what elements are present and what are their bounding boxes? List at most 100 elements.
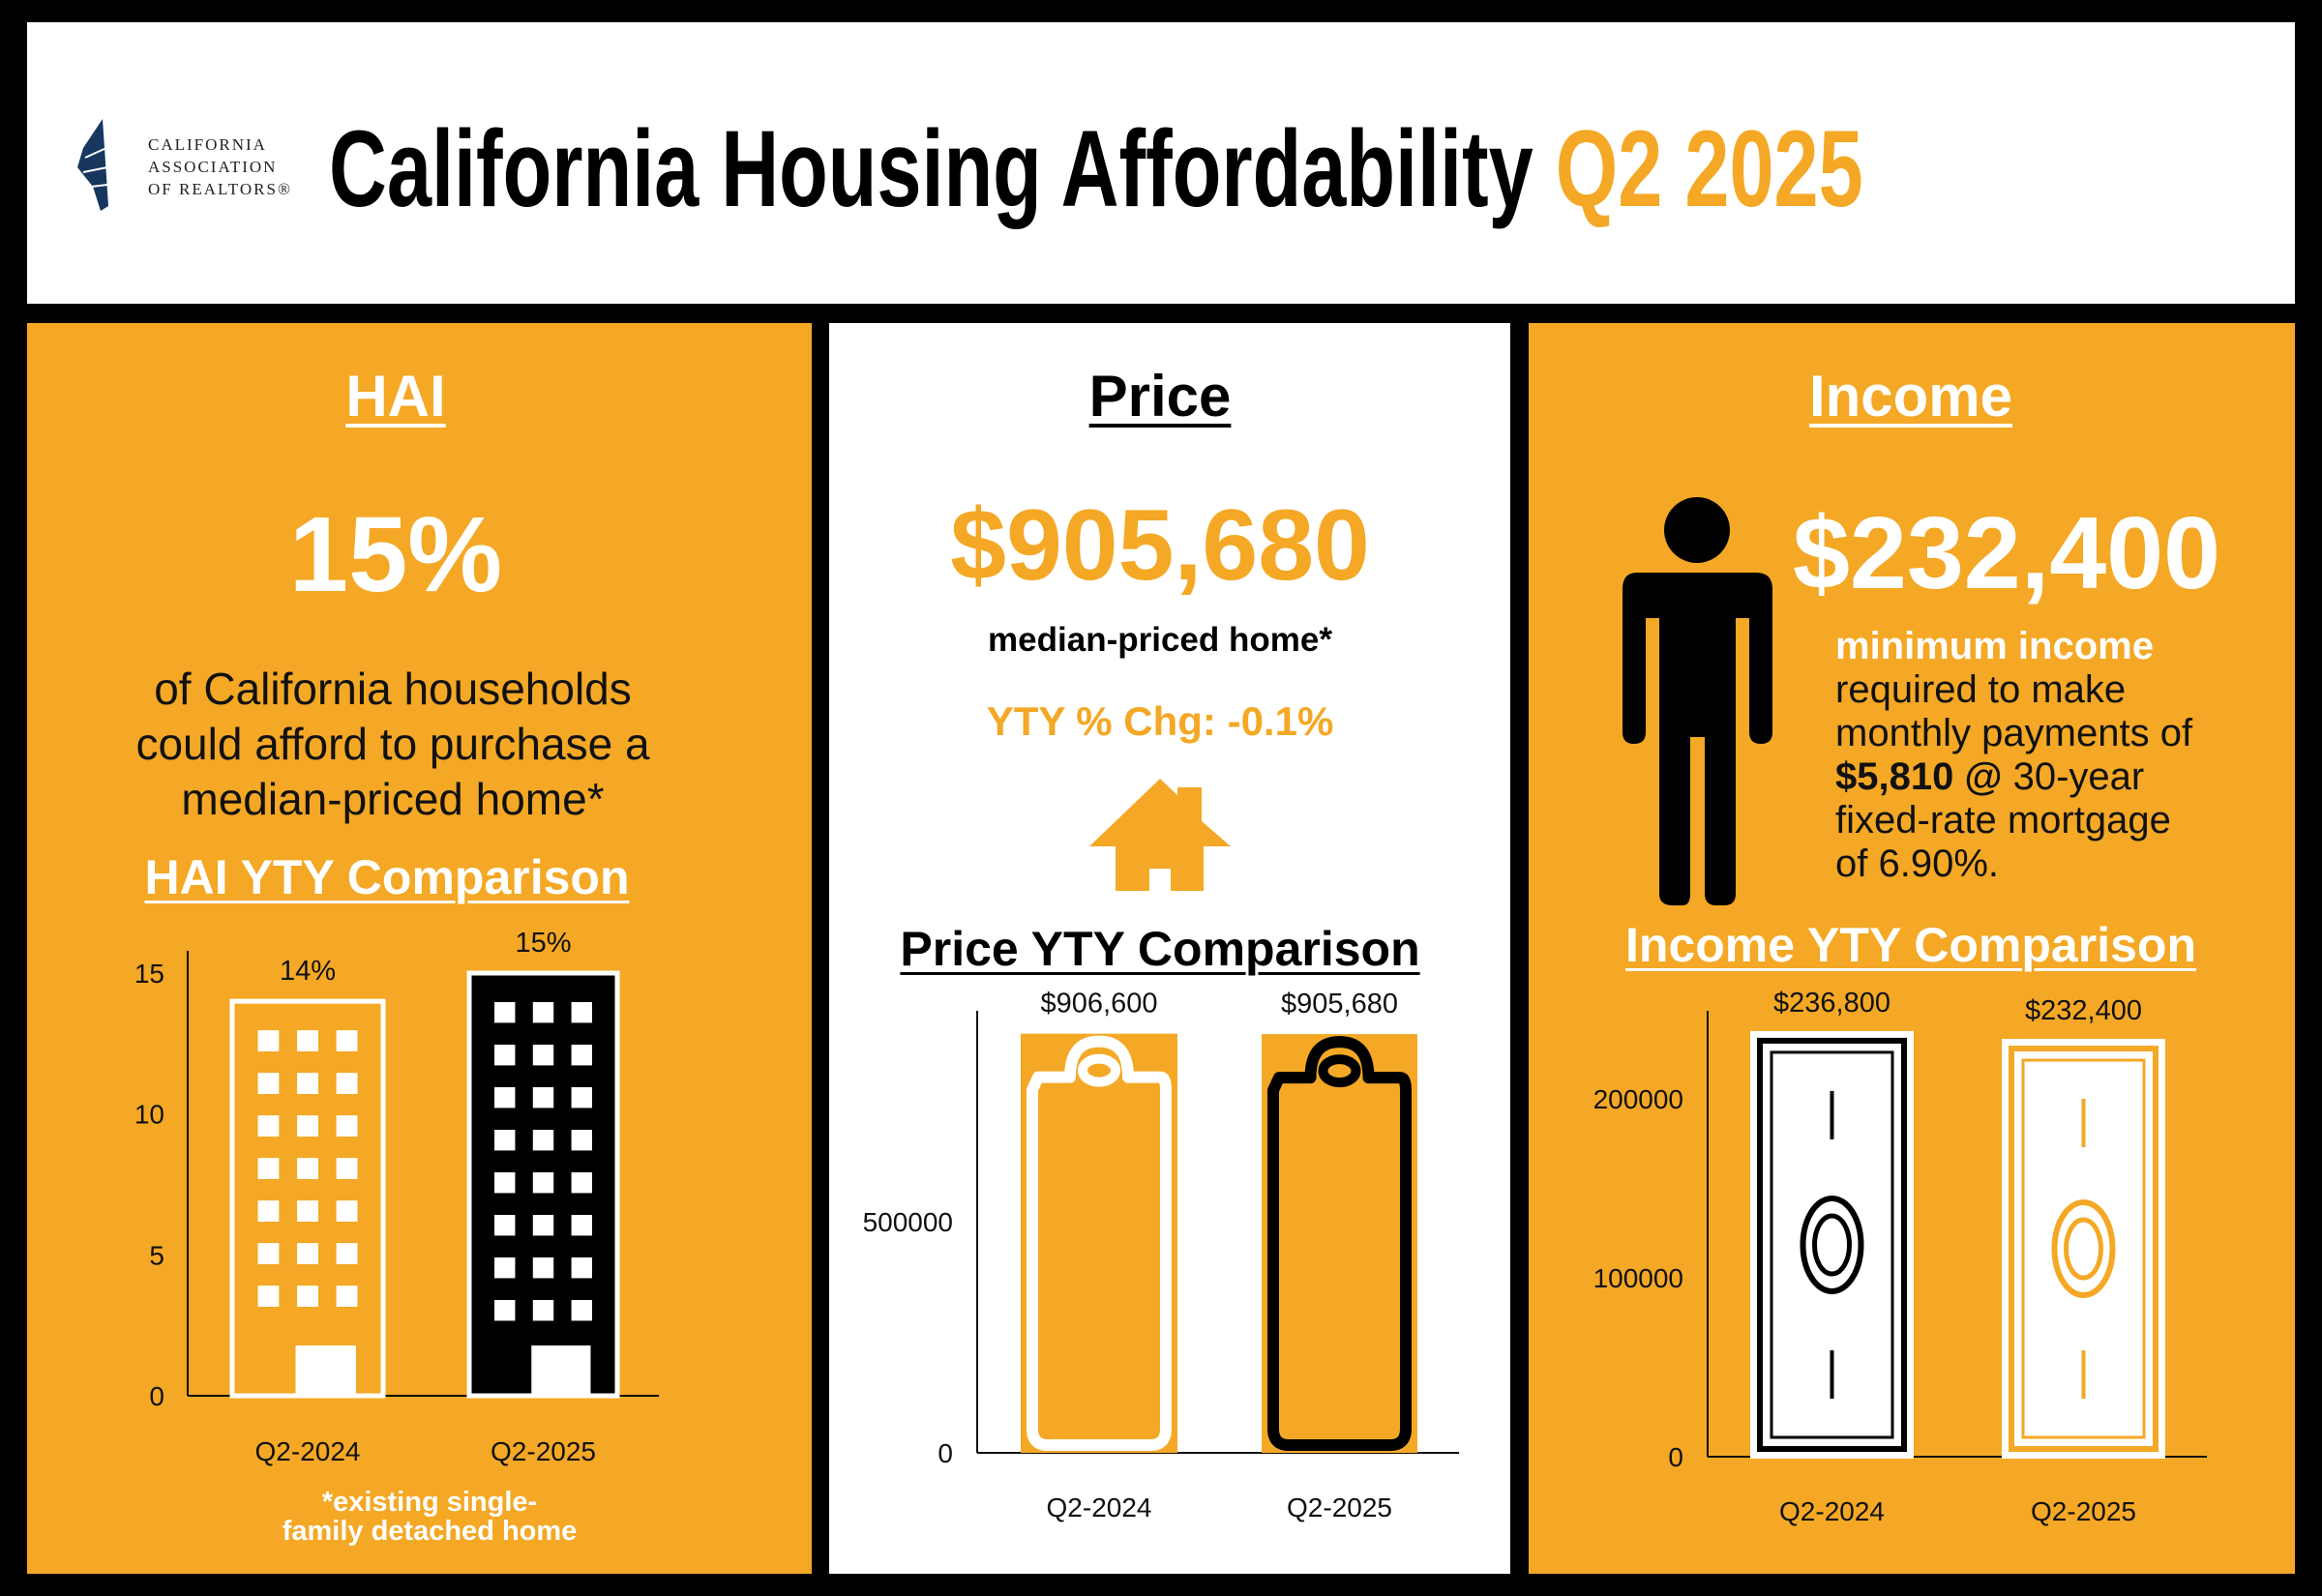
bar-fill: [1262, 1034, 1417, 1453]
window: [494, 1215, 516, 1236]
price-yty-change: YTY % Chg: -0.1%: [986, 698, 1334, 744]
hai-panel: [27, 323, 812, 1574]
y-tick-label: 5: [149, 1240, 164, 1270]
income-desc-line: monthly payments of: [1835, 712, 2193, 754]
category-label: Q2-2025: [1287, 1493, 1392, 1522]
category-label: Q2-2025: [491, 1436, 596, 1466]
y-tick-label: 100000: [1593, 1263, 1683, 1293]
y-tick-label: 0: [149, 1381, 164, 1411]
bill-seal-inner: [1812, 1213, 1852, 1277]
building-bar: [229, 998, 386, 1399]
income-desc-highlight: minimum income: [1835, 625, 2154, 667]
bill-seal: [2051, 1199, 2116, 1299]
window: [297, 1073, 318, 1094]
bar-Q2-2025: [1262, 1034, 1417, 1453]
price-heading: Price: [1088, 364, 1232, 429]
y-tick-label: 500000: [863, 1207, 953, 1237]
logo-line: OF REALTORS®: [148, 180, 292, 198]
door: [295, 1345, 356, 1394]
price-tag-icon: [1027, 1035, 1172, 1451]
window: [494, 1045, 516, 1066]
data-label: $905,680: [1281, 989, 1398, 1020]
footnote-line: family detached home: [282, 1516, 578, 1547]
category-label: Q2-2024: [255, 1436, 361, 1466]
window: [257, 1243, 280, 1264]
window: [532, 1172, 554, 1194]
person-icon: [1622, 497, 1772, 905]
income-description: minimum income required to make monthly …: [1835, 625, 2192, 886]
data-label: $232,400: [2025, 995, 2142, 1026]
category-label: Q2-2024: [1779, 1496, 1885, 1526]
window: [257, 1030, 280, 1051]
title-period: Q2 2025: [1555, 108, 1863, 229]
hai-heading: HAI: [345, 364, 446, 429]
y-tick-label: 0: [938, 1438, 953, 1468]
window: [571, 1130, 592, 1151]
tag-hole: [1078, 1053, 1120, 1087]
window: [494, 1172, 516, 1194]
price-label: median-priced home*: [988, 621, 1332, 659]
window: [532, 1130, 554, 1151]
mortgage-rate: of 6.90%.: [1835, 842, 2000, 885]
window: [336, 1073, 358, 1094]
bill-border: [2009, 1046, 2158, 1453]
page-title: California Housing Affordability Q2 2025: [329, 111, 1863, 227]
window: [297, 1030, 318, 1051]
mortgage-term: 30-year: [2012, 755, 2145, 798]
bill-seal: [1800, 1195, 1864, 1294]
bar-Q2-2024: [1021, 1033, 1177, 1453]
window: [336, 1243, 358, 1264]
window: [571, 1002, 592, 1023]
window: [297, 1286, 318, 1307]
window: [571, 1215, 592, 1236]
window: [336, 1286, 358, 1307]
chart-2: 0 100000 200000 $236,800 Q2-2024 $232,400 Q2-2…: [1593, 988, 2207, 1526]
window: [494, 1257, 516, 1279]
y-tick-label: 15: [134, 959, 164, 989]
income-desc-payment-line: $5,810 @ 30-year: [1835, 755, 2192, 799]
window: [532, 1215, 554, 1236]
income-desc-line: fixed-rate mortgage: [1835, 799, 2171, 842]
header: CALIFORNIA ASSOCIATION OF REALTORS® Cali…: [27, 22, 2295, 304]
price-value: $905,680: [950, 489, 1370, 602]
window: [336, 1115, 358, 1137]
bill-inner-border: [2021, 1058, 2146, 1439]
hai-footnote: *existing single- family detached home: [283, 1488, 578, 1546]
data-label: $906,600: [1041, 989, 1158, 1020]
y-tick-label: 0: [1668, 1442, 1683, 1472]
logo-line: CALIFORNIA: [148, 135, 267, 154]
window: [297, 1200, 318, 1222]
title-text: California Housing Affordability: [329, 108, 1533, 229]
hai-description: of California households could afford to…: [135, 662, 649, 827]
window: [571, 1172, 592, 1194]
window: [257, 1073, 280, 1094]
tag-hole: [1318, 1054, 1361, 1088]
price-comparison-title: Price YTY Comparison: [900, 922, 1420, 976]
window: [494, 1130, 516, 1151]
hai-desc-line: median-priced home*: [181, 774, 605, 824]
category-label: Q2-2025: [2031, 1496, 2136, 1526]
window: [336, 1158, 358, 1179]
income-value: $232,400: [1792, 496, 2221, 610]
bill-border: [1757, 1037, 1907, 1453]
window: [336, 1030, 358, 1051]
category-label: Q2-2024: [1047, 1493, 1152, 1522]
y-tick-label: 10: [134, 1100, 164, 1130]
window: [257, 1200, 280, 1222]
window: [494, 1087, 516, 1108]
window: [532, 1087, 554, 1108]
window: [532, 1300, 554, 1321]
y-tick-label: 200000: [1593, 1084, 1683, 1114]
window: [297, 1115, 318, 1137]
at-sign: @: [1964, 755, 2003, 798]
income-heading: Income: [1808, 364, 2013, 429]
hai-desc-line: could afford to purchase a: [135, 719, 650, 769]
data-label: $236,800: [1773, 988, 1890, 1019]
car-logo-icon: [77, 119, 108, 211]
window: [571, 1087, 592, 1108]
income-comparison-title: Income YTY Comparison: [1625, 918, 2196, 972]
data-label: 14%: [280, 956, 336, 987]
footnote-line: *existing single-: [321, 1487, 538, 1518]
window: [571, 1045, 592, 1066]
